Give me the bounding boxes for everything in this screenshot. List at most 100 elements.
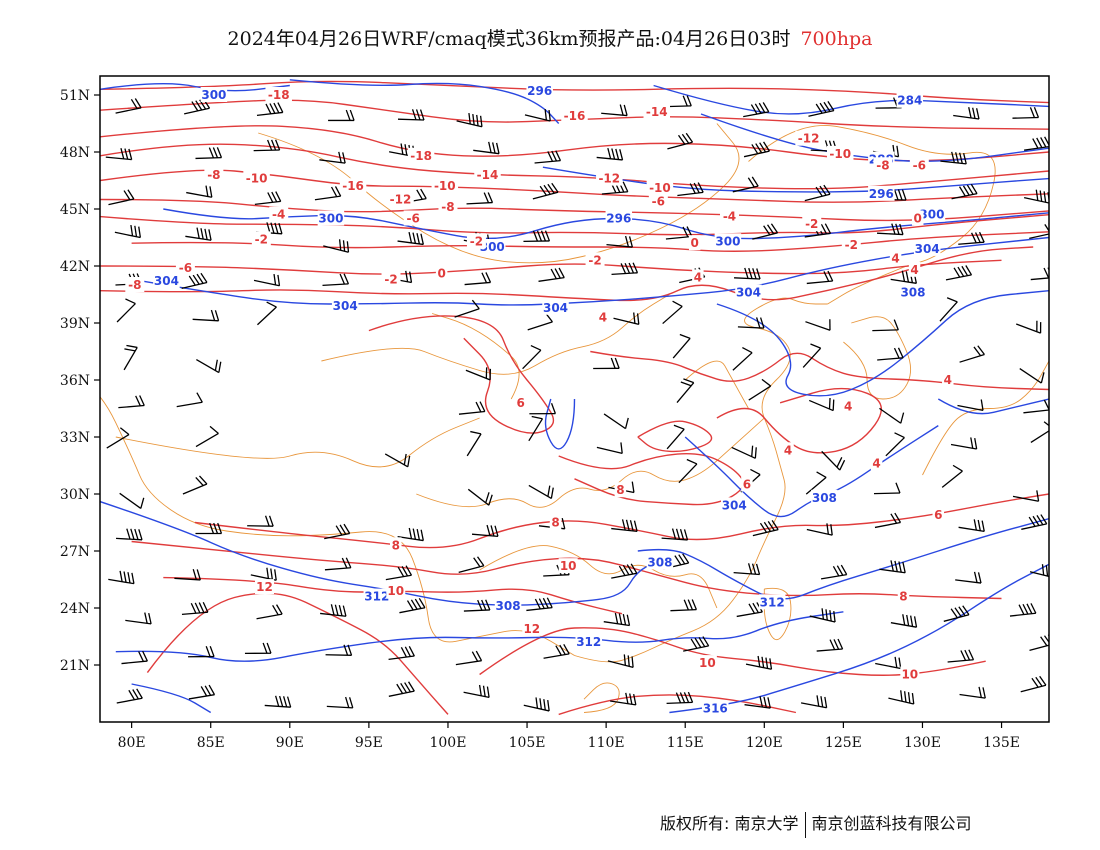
wind-barb: [736, 602, 763, 618]
wind-barb: [1012, 107, 1040, 119]
temperature-contour-label-bg: [802, 216, 822, 232]
temperature-contour-label-bg: [842, 398, 854, 414]
temperature-isoline: [716, 387, 882, 454]
wind-barb: [256, 102, 284, 117]
temperature-contour-label: 10: [901, 668, 918, 682]
boundary-line: [684, 360, 749, 409]
wind-barb: [808, 100, 835, 117]
temperature-contour-label-bg: [204, 166, 224, 182]
wind-barb: [466, 192, 494, 205]
wind-barb: [325, 644, 353, 656]
temperature-contour-label-bg: [870, 455, 883, 471]
wind-barb: [752, 223, 779, 240]
wind-barb: [731, 445, 757, 459]
wind-barb: [247, 515, 274, 527]
temperature-contour-label: -16: [342, 179, 364, 193]
wind-barb: [879, 560, 906, 574]
height-contour-label: 308: [647, 555, 672, 569]
wind-barb: [950, 437, 978, 450]
wind-barb: [324, 557, 352, 571]
wind-barb: [677, 182, 704, 197]
wind-barb: [885, 432, 905, 457]
wind-barb: [471, 524, 499, 538]
wind-barb: [958, 519, 985, 533]
wind-barb: [116, 528, 143, 541]
temperature-contour-label: -10: [649, 181, 671, 195]
wind-barb: [244, 642, 272, 654]
wind-barb: [458, 401, 486, 415]
wind-barb: [106, 427, 130, 449]
temperature-contour-label-bg: [841, 237, 861, 253]
lon-tick-label: 135E: [983, 735, 1020, 751]
wind-barb: [328, 109, 355, 122]
lat-tick-label: 36N: [60, 373, 90, 389]
temperature-contour-label-bg: [549, 514, 562, 530]
height-contours: [100, 79, 1049, 714]
height-isoline: [637, 518, 1049, 600]
temperature-contour-label: 8: [551, 516, 559, 530]
wind-barb: [116, 298, 136, 323]
temperature-contour-label: 8: [616, 483, 624, 497]
wind-barb: [464, 272, 492, 286]
temperature-contour-label: -6: [652, 194, 665, 208]
temperature-contour-label: 0: [437, 267, 445, 281]
temperature-contour-label-bg: [932, 506, 945, 522]
wind-barb: [732, 347, 753, 371]
temperature-contour-label: 0: [914, 212, 922, 226]
lon-tick-label: 110E: [588, 735, 625, 751]
temperature-contour-label: -10: [829, 147, 851, 161]
wind-barb: [524, 109, 551, 122]
height-contour-label: 312: [576, 635, 601, 649]
lat-tick-label: 45N: [60, 202, 90, 218]
wind-barb: [873, 482, 901, 495]
boundary-line: [431, 313, 520, 400]
lon-tick-label: 95E: [355, 735, 383, 751]
wind-barb: [683, 636, 710, 652]
wind-barb: [748, 378, 772, 401]
wind-barb: [805, 471, 827, 495]
org-nju: 南京大学: [734, 814, 799, 833]
temperature-contour-label: 6: [517, 396, 525, 410]
wind-barb: [667, 132, 694, 150]
wind-barb: [732, 176, 759, 193]
height-contour-label: 304: [915, 242, 940, 256]
wind-barb: [947, 649, 975, 663]
wind-barb: [808, 397, 835, 412]
temperature-contour-label: -18: [410, 149, 432, 163]
height-contour-label-bg: [363, 588, 391, 604]
temperature-isoline: [100, 143, 1049, 190]
wind-barb: [1023, 189, 1049, 204]
temperature-contour-label: 12: [256, 580, 273, 594]
wind-barb: [195, 147, 223, 160]
temperature-contour-label-bg: [646, 180, 674, 196]
copyright-label: 版权所有:: [660, 814, 730, 833]
boundary-line: [321, 294, 670, 375]
temperature-contour-label-bg: [889, 250, 902, 266]
height-contour-label: 304: [543, 301, 568, 315]
wind-barb: [463, 599, 491, 612]
wind-barb: [940, 151, 967, 165]
wind-barb: [676, 378, 695, 403]
wind-barb: [821, 450, 846, 471]
wind-barb: [606, 235, 634, 248]
temperature-contour-label-bg: [643, 104, 670, 120]
lat-tick-label: 33N: [60, 430, 90, 446]
height-contour-label-bg: [714, 233, 742, 249]
wind-barb: [322, 273, 350, 287]
temperature-contour-label: 4: [694, 270, 702, 284]
boundary-line: [100, 396, 575, 656]
wind-barb: [611, 563, 638, 579]
temperature-isoline: [100, 80, 1049, 104]
lat-tick-label: 51N: [60, 88, 90, 104]
temperature-contour-label: -2: [470, 234, 483, 248]
lon-tick-label: 105E: [509, 735, 546, 751]
height-contour-label-bg: [200, 87, 228, 102]
wind-barb: [800, 695, 828, 709]
temperature-isoline: [100, 125, 1049, 162]
temperature-contour-label: -2: [255, 232, 268, 246]
height-isoline: [716, 290, 1049, 397]
wind-barb: [256, 604, 283, 620]
wind-barb: [593, 357, 620, 370]
lon-tick-label: 125E: [825, 735, 862, 751]
wind-barb: [385, 565, 413, 581]
